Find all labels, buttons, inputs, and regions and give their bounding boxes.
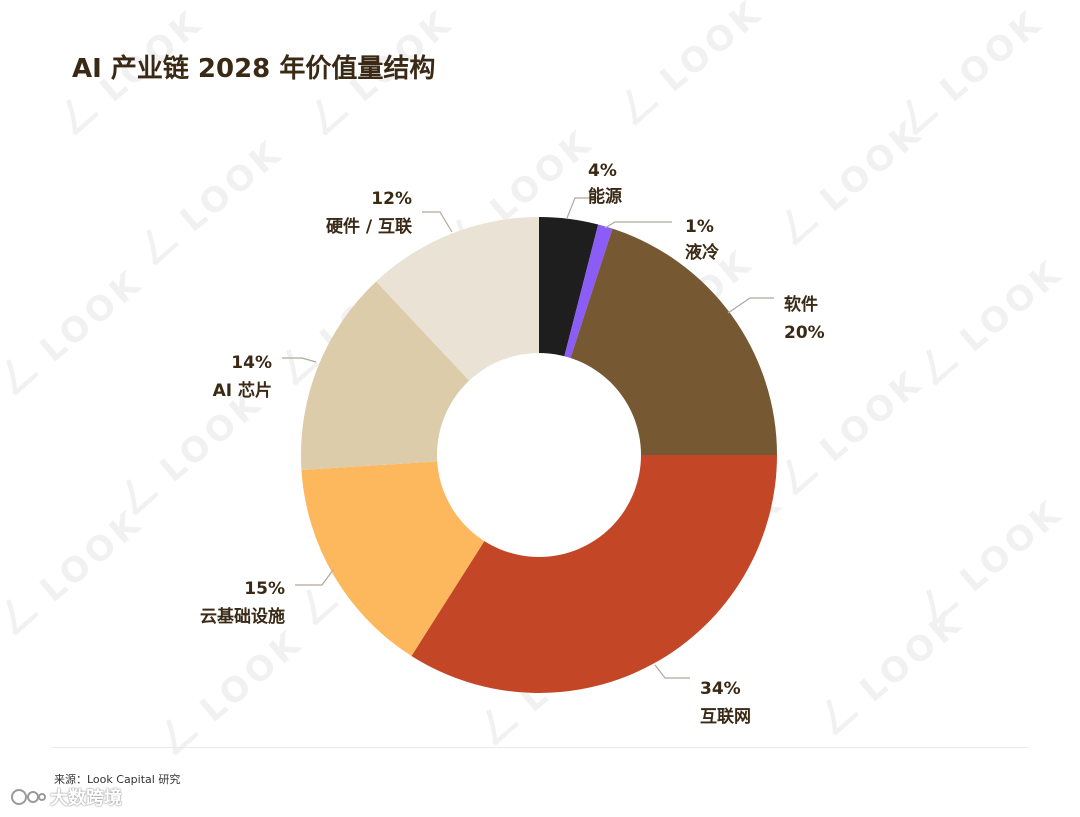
slice-value-label: 1% (685, 217, 714, 237)
chart-title: AI 产业链 2028 年价值量结构 (72, 54, 436, 84)
source-note: 来源：Look Capital 研究 (54, 773, 181, 786)
slice-name-label: AI 芯片 (213, 380, 272, 401)
slice-name-label: 能源 (588, 186, 622, 207)
slice-value-label: 12% (371, 189, 412, 209)
brand-name: 大数跨境 (50, 788, 122, 809)
slice-name-label: 互联网 (700, 707, 751, 727)
donut-hole (437, 353, 641, 557)
slice-value-label: 14% (231, 353, 272, 373)
leader-line (727, 297, 774, 314)
slice-name-label: 软件 (784, 294, 818, 315)
slice-name-label: 云基础设施 (200, 606, 285, 627)
leader-line (422, 211, 453, 233)
slice-name-label: 液冷 (685, 242, 719, 263)
brand-watermark: 大数跨境 (10, 784, 122, 810)
brand-logo-icon (11, 789, 46, 805)
slice-value-label: 20% (784, 323, 825, 343)
slice-value-label: 4% (588, 161, 617, 181)
leader-line (566, 197, 600, 219)
leader-line (295, 569, 334, 586)
footer-divider (52, 747, 1028, 748)
leader-line (604, 221, 672, 229)
slice-value-label: 34% (700, 679, 741, 699)
slice-value-label: 15% (244, 579, 285, 599)
slice-name-label: 硬件 / 互联 (326, 216, 412, 237)
leader-line (282, 357, 317, 363)
leader-line (654, 664, 690, 679)
